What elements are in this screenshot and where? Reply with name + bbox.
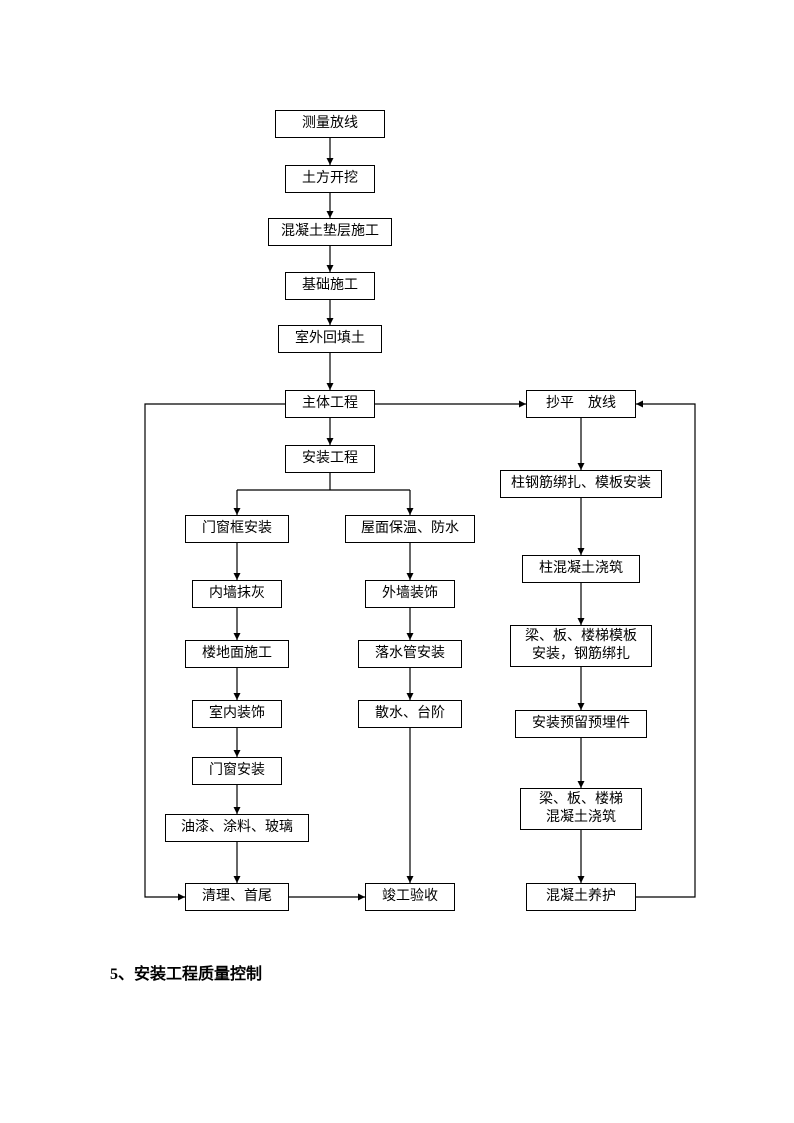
node-n21: 柱钢筋绑扎、模板安装 xyxy=(500,470,662,498)
node-n12: 门窗安装 xyxy=(192,757,282,785)
node-n20: 抄平 放线 xyxy=(526,390,636,418)
node-n18: 散水、台阶 xyxy=(358,700,462,728)
node-n22: 柱混凝土浇筑 xyxy=(522,555,640,583)
node-n15: 屋面保温、防水 xyxy=(345,515,475,543)
flowchart-edges xyxy=(0,0,794,1123)
node-n25: 梁、板、楼梯混凝土浇筑 xyxy=(520,788,642,830)
node-n11: 室内装饰 xyxy=(192,700,282,728)
node-n23: 梁、板、楼梯模板安装，钢筋绑扎 xyxy=(510,625,652,667)
node-n10: 楼地面施工 xyxy=(185,640,289,668)
footer-heading: 5、安装工程质量控制 xyxy=(110,960,262,984)
node-n17: 落水管安装 xyxy=(358,640,462,668)
node-n4: 基础施工 xyxy=(285,272,375,300)
node-n24: 安装预留预埋件 xyxy=(515,710,647,738)
node-n7: 安装工程 xyxy=(285,445,375,473)
node-n2: 土方开挖 xyxy=(285,165,375,193)
node-n26: 混凝土养护 xyxy=(526,883,636,911)
node-n6: 主体工程 xyxy=(285,390,375,418)
node-n1: 测量放线 xyxy=(275,110,385,138)
node-n8: 门窗框安装 xyxy=(185,515,289,543)
node-n13: 油漆、涂料、玻璃 xyxy=(165,814,309,842)
node-n9: 内墙抹灰 xyxy=(192,580,282,608)
node-n3: 混凝土垫层施工 xyxy=(268,218,392,246)
node-n16: 外墙装饰 xyxy=(365,580,455,608)
node-n5: 室外回填土 xyxy=(278,325,382,353)
node-n19: 竣工验收 xyxy=(365,883,455,911)
node-n14: 清理、首尾 xyxy=(185,883,289,911)
